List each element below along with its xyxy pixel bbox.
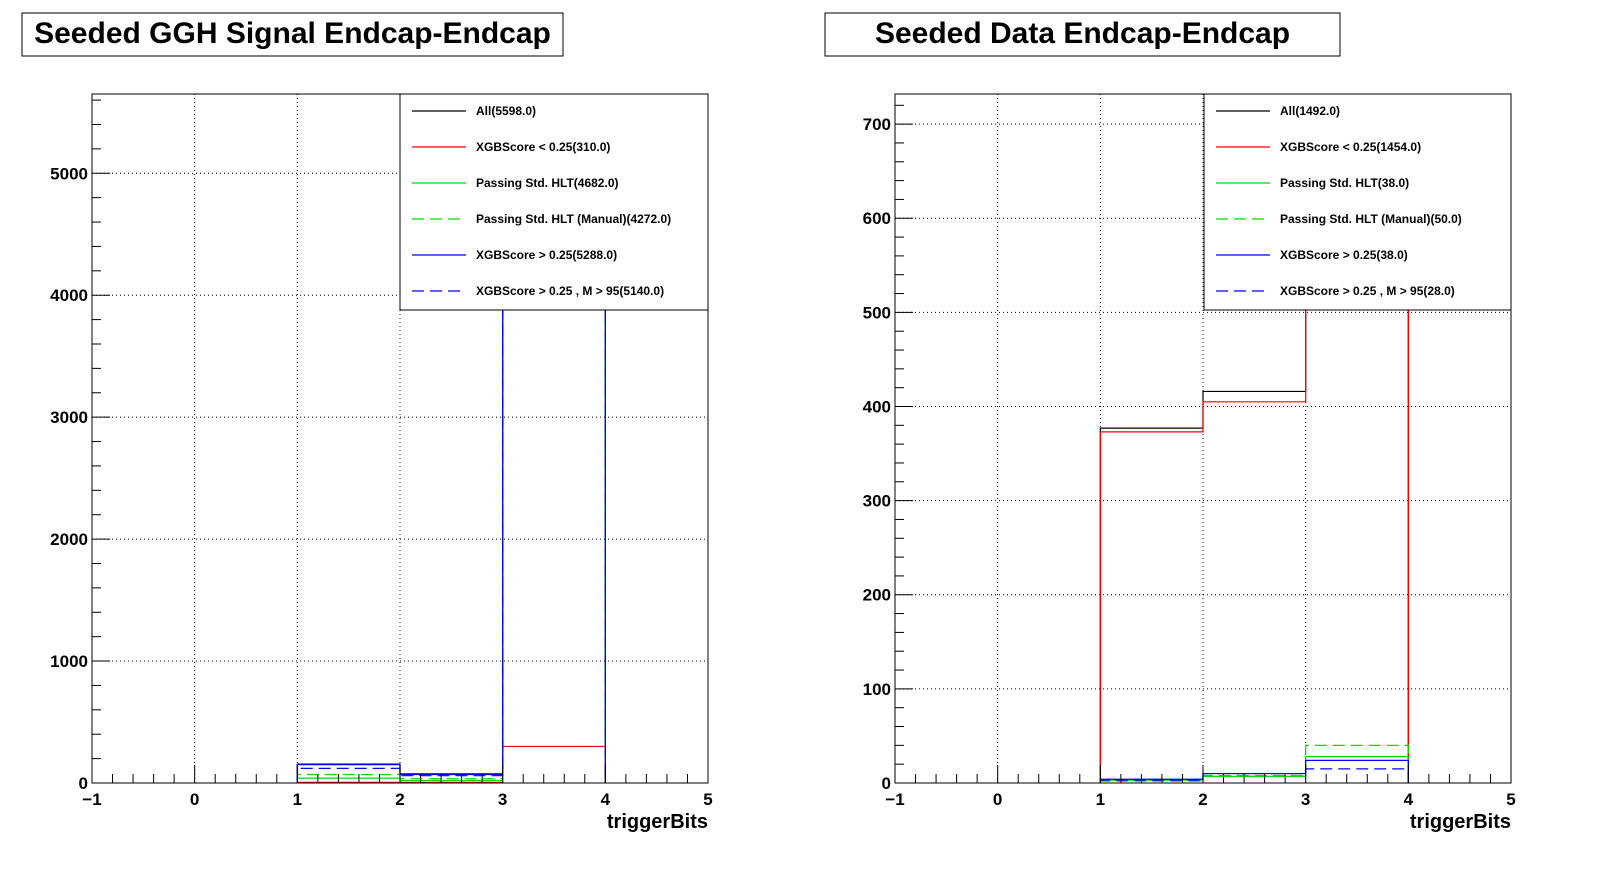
legend-entry-5: XGBScore > 0.25(38.0) xyxy=(1280,248,1408,262)
y-tick-label: 0 xyxy=(79,774,88,793)
legend-entry-4: Passing Std. HLT (Manual)(4272.0) xyxy=(476,212,671,226)
y-tick-label: 0 xyxy=(882,774,891,793)
y-tick-label: 2000 xyxy=(50,530,88,549)
title-box xyxy=(824,12,1341,57)
title-box xyxy=(21,12,564,57)
x-tick-label: −1 xyxy=(885,790,904,809)
y-tick-label: 400 xyxy=(863,397,891,416)
right-chart-panel: Seeded Data Endcap-Endcap−1 0 1 2 3 4 50100200… xyxy=(824,12,1516,833)
y-tick-label: 500 xyxy=(863,303,891,322)
x-tick-label: 4 xyxy=(601,790,611,809)
legend-entry-4: Passing Std. HLT (Manual)(50.0) xyxy=(1280,212,1462,226)
y-tick-label: 300 xyxy=(863,492,891,511)
histogram-series-4 xyxy=(1099,744,1409,783)
x-tick-label: 2 xyxy=(395,790,404,809)
x-tick-label: 2 xyxy=(1198,790,1207,809)
x-tick-label: 3 xyxy=(498,790,507,809)
x-tick-label: 1 xyxy=(293,790,302,809)
y-tick-label: 600 xyxy=(863,209,891,228)
x-tick-label: 0 xyxy=(993,790,1002,809)
x-tick-label: 4 xyxy=(1404,790,1414,809)
left-chart-panel: Seeded GGH Signal Endcap-Endcap−1 0 1 2 3 4 50… xyxy=(21,12,713,833)
x-tick-label: 5 xyxy=(1506,790,1515,809)
x-tick-label: 1 xyxy=(1096,790,1105,809)
legend-entry-2: XGBScore < 0.25(1454.0) xyxy=(1280,140,1421,154)
histogram-series-4 xyxy=(296,274,606,783)
legend-entry-6: XGBScore > 0.25 , M > 95(5140.0) xyxy=(476,284,664,298)
legend-box xyxy=(1203,93,1512,311)
y-tick-label: 100 xyxy=(863,680,891,699)
y-tick-label: 3000 xyxy=(50,408,88,427)
x-tick-label: 3 xyxy=(1301,790,1310,809)
x-axis-label: triggerBits xyxy=(1410,811,1511,833)
histogram-series-6 xyxy=(1099,768,1409,783)
chart-title: Seeded Data Endcap-Endcap xyxy=(875,17,1290,50)
x-tick-label: −1 xyxy=(82,790,101,809)
x-tick-label: 0 xyxy=(190,790,199,809)
y-tick-label: 700 xyxy=(863,115,891,134)
legend-entry-3: Passing Std. HLT(38.0) xyxy=(1280,176,1409,190)
legend-entry-2: XGBScore < 0.25(310.0) xyxy=(476,140,610,154)
legend-entry-3: Passing Std. HLT(4682.0) xyxy=(476,176,618,190)
x-axis-label: triggerBits xyxy=(607,811,708,833)
y-tick-label: 200 xyxy=(863,586,891,605)
chart-title: Seeded GGH Signal Endcap-Endcap xyxy=(34,17,551,50)
y-tick-label: 5000 xyxy=(50,164,88,183)
x-tick-label: 5 xyxy=(703,790,712,809)
y-tick-label: 1000 xyxy=(50,652,88,671)
legend-box xyxy=(399,93,709,311)
histogram-series-5 xyxy=(1099,759,1409,783)
legend-entry-5: XGBScore > 0.25(5288.0) xyxy=(476,248,617,262)
legend-entry-1: All(5598.0) xyxy=(476,104,536,118)
legend-entry-1: All(1492.0) xyxy=(1280,104,1340,118)
legend-entry-6: XGBScore > 0.25 , M > 95(28.0) xyxy=(1280,284,1455,298)
y-tick-label: 4000 xyxy=(50,286,88,305)
